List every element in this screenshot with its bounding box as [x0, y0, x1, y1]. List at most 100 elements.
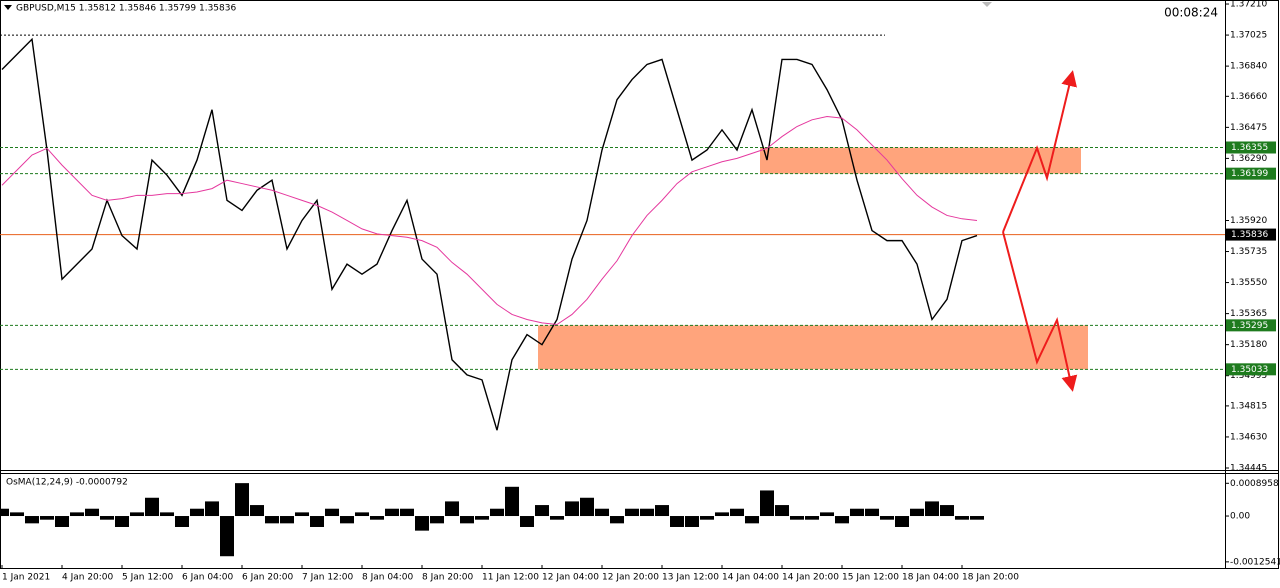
menu-icon[interactable] — [4, 5, 12, 10]
projection-arrows — [1002, 70, 1078, 392]
osc-bar — [775, 505, 789, 517]
osc-bar — [85, 508, 99, 517]
level-tag — [1226, 319, 1276, 332]
y-tick-label: 1.36840 — [1230, 62, 1267, 72]
x-tick-label: 8 Jan 04:00 — [362, 573, 414, 583]
osc-bar — [820, 512, 834, 517]
x-tick-label: 6 Jan 04:00 — [182, 573, 234, 583]
current-price-tag — [1226, 228, 1276, 241]
shift-marker — [982, 2, 992, 7]
osc-bar — [835, 516, 849, 524]
osc-bar — [70, 512, 84, 517]
oscillator-label: OsMA(12,24,9) -0.0000792 — [6, 478, 128, 488]
osc-bar — [175, 516, 189, 527]
osc-bar — [550, 516, 564, 520]
osc-bar — [700, 516, 714, 520]
osc-bar — [640, 508, 654, 517]
x-tick-label: 12 Jan 20:00 — [602, 573, 659, 583]
osc-bar — [220, 516, 234, 557]
osc-y-tick-label: 0.00 — [1230, 512, 1250, 522]
y-tick-label: 1.37210 — [1230, 0, 1267, 10]
osc-bar — [535, 505, 549, 517]
osc-bar — [0, 508, 9, 517]
osc-bar — [325, 508, 339, 517]
osc-bar — [910, 508, 924, 517]
y-tick-label: 1.35180 — [1230, 340, 1267, 350]
osc-bar — [400, 508, 414, 517]
osc-bar — [265, 516, 279, 524]
osc-bar — [235, 483, 249, 517]
osc-bar — [100, 516, 114, 520]
osc-bar — [850, 508, 864, 517]
supply-demand-zone — [538, 325, 1088, 370]
x-tick-label: 5 Jan 12:00 — [122, 573, 174, 583]
osc-bar — [445, 501, 459, 517]
osc-bar — [40, 516, 54, 520]
level-tag-label: 1.36199 — [1231, 169, 1268, 179]
x-tick-label: 7 Jan 12:00 — [302, 573, 354, 583]
osc-bar — [880, 516, 894, 520]
osc-bar — [715, 512, 729, 517]
osc-bar — [655, 505, 669, 517]
osc-bar — [460, 516, 474, 524]
x-tick-label: 4 Jan 20:00 — [62, 573, 114, 583]
y-tick-label: 1.34630 — [1230, 432, 1267, 442]
level-tag-label: 1.35033 — [1231, 365, 1268, 375]
osc-y-tick-label: 0.0008958 — [1230, 479, 1279, 489]
osc-bar — [610, 516, 624, 524]
osc-bar — [340, 516, 354, 524]
osc-bar — [310, 516, 324, 527]
x-tick-label: 11 Jan 12:00 — [482, 573, 539, 583]
osc-bar — [580, 497, 594, 517]
osc-bar — [370, 516, 384, 520]
level-tag — [1226, 167, 1276, 180]
y-tick-label: 1.35550 — [1230, 278, 1267, 288]
osc-bar — [805, 516, 819, 520]
x-tick-label: 6 Jan 20:00 — [242, 573, 294, 583]
osc-bar — [595, 508, 609, 517]
osc-bar — [685, 516, 699, 527]
y-tick-label: 1.35735 — [1230, 247, 1267, 257]
osc-bar — [415, 516, 429, 531]
osc-bar — [940, 505, 954, 517]
osc-bar — [385, 508, 399, 517]
y-tick-label: 1.34995 — [1230, 371, 1267, 381]
osc-bar — [505, 486, 519, 517]
bar-timer: 00:08:24 — [1164, 6, 1218, 20]
current-price-label: 1.35836 — [1231, 230, 1268, 240]
y-tick-label: 1.36475 — [1230, 123, 1267, 133]
level-tag-label: 1.36355 — [1231, 143, 1268, 153]
y-tick-label: 1.36660 — [1230, 92, 1267, 102]
osc-bar — [430, 516, 444, 524]
y-tick-label: 1.34815 — [1230, 401, 1267, 411]
x-tick-label: 18 Jan 20:00 — [962, 573, 1019, 583]
osc-bar — [790, 516, 804, 520]
osc-bar — [130, 512, 144, 517]
osc-bar — [490, 508, 504, 517]
osc-bar — [25, 516, 39, 524]
osc-bar — [625, 508, 639, 517]
osc-bar — [745, 516, 759, 524]
y-tick-label: 1.35920 — [1230, 216, 1267, 226]
osc-bar — [190, 508, 204, 517]
osc-bar — [250, 505, 264, 517]
osc-bar — [520, 516, 534, 527]
osc-bar — [955, 516, 969, 520]
osc-bar — [565, 501, 579, 517]
osc-bar — [145, 497, 159, 517]
osc-bar — [10, 512, 24, 517]
y-tick-label: 1.34445 — [1230, 463, 1267, 473]
level-tag-label: 1.35295 — [1231, 321, 1268, 331]
y-tick-label: 1.36290 — [1230, 154, 1267, 164]
moving-average-line — [1, 115, 978, 326]
x-tick-label: 12 Jan 04:00 — [542, 573, 599, 583]
level-tag — [1226, 363, 1276, 376]
level-tag — [1226, 141, 1276, 154]
osc-bar — [925, 501, 939, 517]
osc-bar — [760, 490, 774, 517]
x-tick-label: 15 Jan 12:00 — [842, 573, 899, 583]
up-scenario-arrow — [1002, 70, 1077, 233]
